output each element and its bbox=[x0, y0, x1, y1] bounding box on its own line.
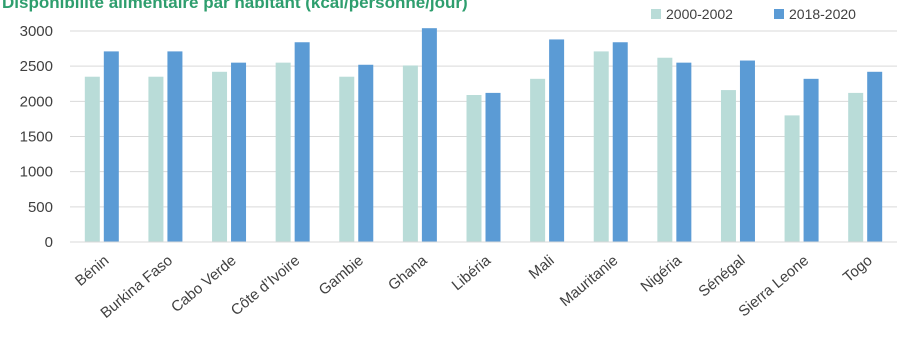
bar-2018-2020-Mauritanie bbox=[612, 42, 628, 243]
bar-2000-2002-Nigéria bbox=[657, 57, 673, 242]
bar-2018-2020-Libéria bbox=[485, 92, 501, 242]
legend-label: 2000-2002 bbox=[666, 6, 733, 22]
bar-2000-2002-Côte d’Ivoire bbox=[275, 62, 291, 243]
y-tick-label: 1000 bbox=[20, 164, 53, 181]
x-tick-label: Togo bbox=[840, 252, 876, 286]
y-tick-label: 2000 bbox=[20, 93, 53, 110]
bar-2000-2002-Gambie bbox=[339, 76, 355, 242]
bar-2018-2020-Mali bbox=[549, 39, 565, 242]
legend-swatch-2000-2002 bbox=[651, 9, 661, 19]
bar-2018-2020-Cabo Verde bbox=[231, 62, 247, 243]
bar-2018-2020-Ghana bbox=[421, 28, 437, 243]
x-tick-label: Nigéria bbox=[638, 252, 686, 296]
bar-2000-2002-Sénégal bbox=[720, 90, 736, 242]
y-axis-ticks: 0 500 1000 1500 2000 2500 3000 bbox=[20, 23, 53, 251]
bar-2000-2002-Ghana bbox=[402, 65, 418, 242]
bar-2018-2020-Bénin bbox=[103, 51, 119, 242]
bar-2018-2020-Sierra Leone bbox=[803, 78, 819, 243]
bar-2018-2020-Togo bbox=[867, 71, 883, 242]
bars bbox=[84, 28, 883, 243]
x-tick-label: Mauritanie bbox=[557, 252, 622, 310]
x-tick-label: Ghana bbox=[385, 252, 431, 294]
bar-2000-2002-Burkina Faso bbox=[148, 76, 164, 242]
bar-2018-2020-Sénégal bbox=[739, 60, 755, 242]
bar-2000-2002-Bénin bbox=[84, 76, 100, 242]
x-tick-label: Sierra Leone bbox=[735, 252, 812, 320]
x-tick-label: Gambie bbox=[316, 252, 367, 299]
x-tick-label: Sénégal bbox=[695, 252, 748, 300]
bar-2018-2020-Burkina Faso bbox=[167, 51, 183, 242]
bar-2000-2002-Libéria bbox=[466, 95, 482, 243]
bar-2018-2020-Côte d’Ivoire bbox=[294, 42, 310, 243]
legend: 2000-2002 2018-2020 bbox=[651, 6, 856, 22]
y-tick-label: 500 bbox=[28, 199, 53, 216]
bar-2000-2002-Togo bbox=[848, 92, 864, 242]
x-tick-label: Côte d’Ivoire bbox=[228, 252, 303, 319]
bar-2018-2020-Nigéria bbox=[676, 62, 692, 243]
chart-title: Disponibilité alimentaire par habitant (… bbox=[2, 0, 468, 12]
bar-2000-2002-Mali bbox=[530, 78, 546, 243]
y-tick-label: 0 bbox=[45, 234, 53, 251]
y-tick-label: 2500 bbox=[20, 58, 53, 75]
bar-2018-2020-Gambie bbox=[358, 64, 374, 242]
x-tick-label: Mali bbox=[526, 252, 558, 283]
bar-2000-2002-Sierra Leone bbox=[784, 115, 800, 242]
bar-2000-2002-Mauritanie bbox=[593, 51, 609, 242]
legend-swatch-2018-2020 bbox=[774, 9, 784, 19]
x-tick-label: Libéria bbox=[449, 252, 495, 294]
bar-2000-2002-Cabo Verde bbox=[212, 71, 228, 242]
gridlines bbox=[70, 30, 897, 208]
y-tick-label: 3000 bbox=[20, 23, 53, 40]
x-tick-label: Bénin bbox=[72, 252, 112, 290]
legend-label: 2018-2020 bbox=[789, 6, 856, 22]
y-tick-label: 1500 bbox=[20, 129, 53, 146]
